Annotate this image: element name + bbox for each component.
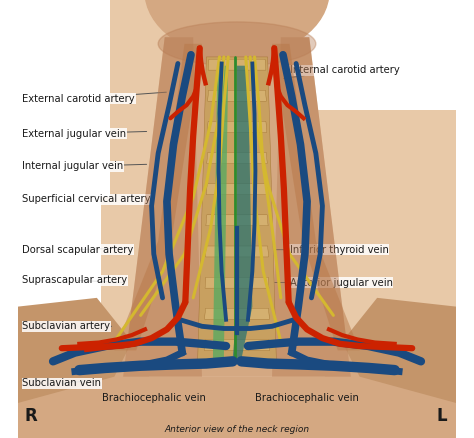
Text: External carotid artery: External carotid artery <box>22 92 166 103</box>
Polygon shape <box>18 298 132 403</box>
Text: Inferior thyroid vein: Inferior thyroid vein <box>275 245 388 254</box>
FancyBboxPatch shape <box>20 2 454 436</box>
Ellipse shape <box>158 22 316 66</box>
Polygon shape <box>18 0 456 438</box>
Text: R: R <box>25 407 37 425</box>
Text: Dorsal scapular artery: Dorsal scapular artery <box>22 245 134 254</box>
Text: Internal carotid artery: Internal carotid artery <box>283 65 399 78</box>
Polygon shape <box>204 339 270 350</box>
Polygon shape <box>18 0 110 197</box>
Polygon shape <box>114 44 202 350</box>
Polygon shape <box>123 37 202 377</box>
Polygon shape <box>272 37 351 377</box>
Polygon shape <box>205 308 269 319</box>
Text: External jugular vein: External jugular vein <box>22 129 146 138</box>
Polygon shape <box>206 215 268 226</box>
Text: Subclavian vein: Subclavian vein <box>22 378 101 388</box>
Text: Subclavian artery: Subclavian artery <box>22 321 111 331</box>
Polygon shape <box>207 121 267 132</box>
Polygon shape <box>281 0 456 110</box>
Polygon shape <box>342 298 456 403</box>
Polygon shape <box>205 246 269 257</box>
Polygon shape <box>207 152 267 163</box>
Polygon shape <box>205 277 269 288</box>
Text: Anterior view of the neck region: Anterior view of the neck region <box>164 424 310 434</box>
Polygon shape <box>198 57 276 364</box>
Ellipse shape <box>145 0 329 57</box>
Text: Superficial cervical artery: Superficial cervical artery <box>22 194 154 204</box>
Polygon shape <box>18 193 101 438</box>
Polygon shape <box>272 44 360 350</box>
Text: Anterior jugular vein: Anterior jugular vein <box>275 278 392 287</box>
Polygon shape <box>208 90 266 101</box>
Polygon shape <box>18 315 456 438</box>
Text: Internal jugular vein: Internal jugular vein <box>22 162 146 171</box>
Polygon shape <box>123 37 351 377</box>
Text: L: L <box>437 407 447 425</box>
Polygon shape <box>233 66 252 359</box>
Text: Brachiocephalic vein: Brachiocephalic vein <box>255 393 359 403</box>
Polygon shape <box>206 184 268 194</box>
Text: Suprascapular artery: Suprascapular artery <box>22 276 128 285</box>
Polygon shape <box>208 59 266 70</box>
Polygon shape <box>213 66 228 359</box>
Text: Brachiocephalic vein: Brachiocephalic vein <box>102 393 206 403</box>
